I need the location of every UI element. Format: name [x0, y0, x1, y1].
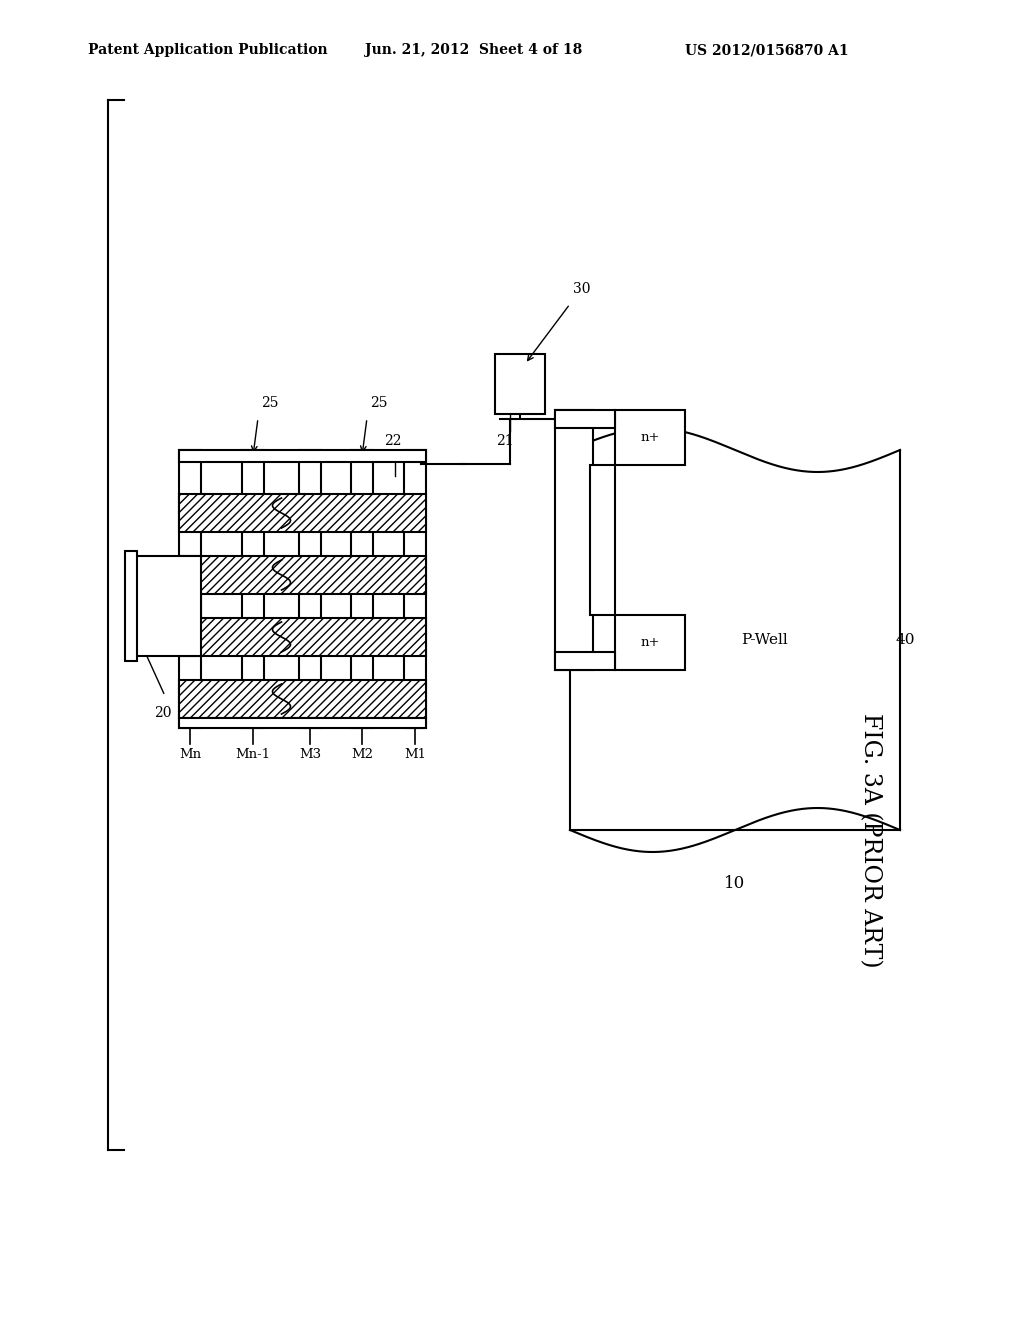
Bar — [495, 354, 545, 414]
Text: US 2012/0156870 A1: US 2012/0156870 A1 — [685, 44, 849, 57]
Text: 21: 21 — [497, 434, 514, 447]
Bar — [555, 411, 615, 428]
Text: 20: 20 — [155, 706, 172, 719]
Text: M3: M3 — [299, 748, 322, 762]
Bar — [555, 652, 615, 671]
Text: M1: M1 — [404, 748, 426, 762]
Bar — [615, 411, 685, 465]
Bar — [242, 450, 264, 729]
Text: FIG. 3A (PRIOR ART): FIG. 3A (PRIOR ART) — [858, 713, 882, 968]
Bar — [590, 465, 615, 615]
Bar — [179, 494, 426, 532]
Bar — [179, 618, 426, 656]
Text: P-Well: P-Well — [741, 634, 788, 647]
Bar — [555, 411, 593, 671]
Bar — [179, 450, 201, 729]
Text: 25: 25 — [370, 396, 387, 411]
Bar — [135, 556, 201, 656]
Text: 40: 40 — [895, 634, 914, 647]
Text: Patent Application Publication: Patent Application Publication — [88, 44, 328, 57]
Bar — [351, 450, 373, 729]
Text: Jun. 21, 2012  Sheet 4 of 18: Jun. 21, 2012 Sheet 4 of 18 — [365, 44, 583, 57]
Bar — [179, 450, 426, 462]
Text: Mn: Mn — [179, 748, 201, 762]
Bar — [615, 615, 685, 671]
Text: 30: 30 — [573, 282, 591, 296]
Text: n+: n+ — [640, 636, 659, 649]
Text: 10: 10 — [724, 875, 745, 892]
Bar — [404, 450, 426, 729]
Text: 25: 25 — [261, 396, 279, 411]
Bar — [179, 718, 426, 729]
Bar — [125, 550, 137, 661]
Bar — [179, 680, 426, 718]
Text: n+: n+ — [640, 432, 659, 444]
Text: Mn-1: Mn-1 — [236, 748, 270, 762]
Bar — [299, 450, 321, 729]
Text: 22: 22 — [384, 434, 401, 447]
Text: M2: M2 — [351, 748, 373, 762]
Bar — [179, 556, 426, 594]
